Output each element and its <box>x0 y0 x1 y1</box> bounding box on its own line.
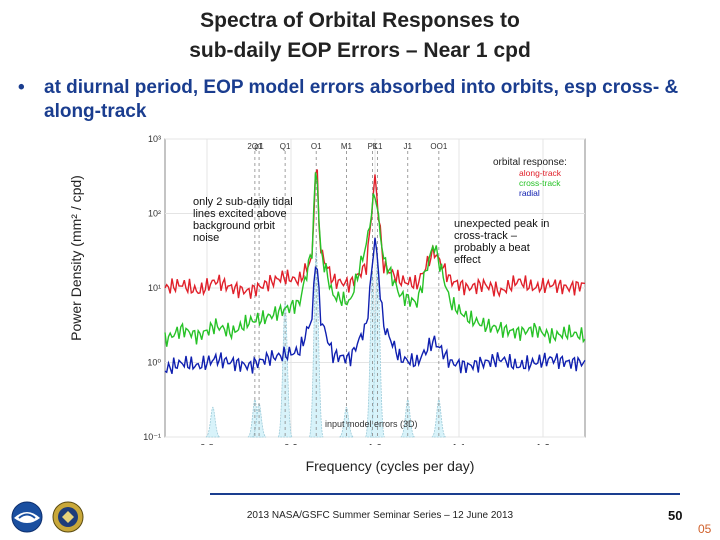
tidal-line-label: OO1 <box>430 142 447 151</box>
x-tick-label: 1.1 <box>452 443 466 445</box>
legend-entry-along-track: along-track <box>519 168 562 178</box>
annotation-beat-effect: unexpected peak in cross-track – probabl… <box>454 218 550 266</box>
y-tick-label: 10³ <box>148 135 161 144</box>
x-tick-label: 1.2 <box>536 443 550 445</box>
input-error-peak <box>370 257 385 438</box>
legend-entry-radial: radial <box>519 188 540 198</box>
series-layer <box>164 169 586 375</box>
slide-number: 05 <box>698 522 712 536</box>
bullet-point: • at diurnal period, EOP model errors ab… <box>18 76 708 124</box>
y-tick-label: 10⁻¹ <box>143 432 161 442</box>
y-tick-label: 10² <box>148 209 161 219</box>
annotation-tidal-lines: only 2 sub-daily tidal lines excited abo… <box>193 196 293 244</box>
tidal-line-label: σ1 <box>254 142 264 151</box>
tidal-line-label: Q1 <box>280 142 291 151</box>
x-tick-label: 0.9 <box>284 443 298 445</box>
ngs-seal-icon <box>52 501 84 533</box>
series-line-cross-track <box>164 172 586 347</box>
tidal-line-label: P1 <box>368 142 378 151</box>
series-line-along-track <box>164 169 586 299</box>
input-error-peak <box>400 399 416 438</box>
footer-divider <box>210 493 680 495</box>
bullet-icon: • <box>18 77 25 98</box>
y-tick-label: 10¹ <box>148 283 161 293</box>
tidal-line-label: K1 <box>373 142 383 151</box>
legend-entry-cross-track: cross-track <box>519 178 561 188</box>
tick-layer: 0.8 0.9 1.0 1.1 1.2 10⁻¹ 10⁰ 10¹ 10² 10³ <box>143 135 550 445</box>
y-axis-label: Power Density (mm² / cpd) <box>68 175 84 341</box>
page-title: Spectra of Orbital Responses to sub-dail… <box>0 6 720 66</box>
tidal-line-label: 2Q1 <box>247 142 263 151</box>
x-axis-label: Frequency (cycles per day) <box>305 458 475 474</box>
y-tick-label: 10⁰ <box>147 358 161 368</box>
noaa-logo-icon <box>11 501 43 533</box>
input-error-peak <box>431 399 447 438</box>
tidal-line-label: O1 <box>311 142 322 151</box>
title-line-1: Spectra of Orbital Responses to <box>200 9 520 32</box>
tidal-line-label: M1 <box>341 142 353 151</box>
input-errors-label: input model errors (3D) <box>325 419 418 429</box>
tidal-line-label: J1 <box>404 142 413 151</box>
legend-title: orbital response: <box>493 157 567 168</box>
footer-text: 2013 NASA/GSFC Summer Seminar Series – 1… <box>246 510 514 521</box>
x-tick-label: 1.0 <box>368 443 382 445</box>
legend: orbital response: along-trackcross-track… <box>493 157 567 198</box>
series-line-radial <box>164 237 586 375</box>
x-tick-label: 0.8 <box>200 443 214 445</box>
input-error-peak <box>205 406 221 438</box>
title-line-2: sub-daily EOP Errors – Near 1 cpd <box>189 39 531 62</box>
page-number: 50 <box>668 508 683 523</box>
bullet-text: at diurnal period, EOP model errors abso… <box>44 77 679 122</box>
